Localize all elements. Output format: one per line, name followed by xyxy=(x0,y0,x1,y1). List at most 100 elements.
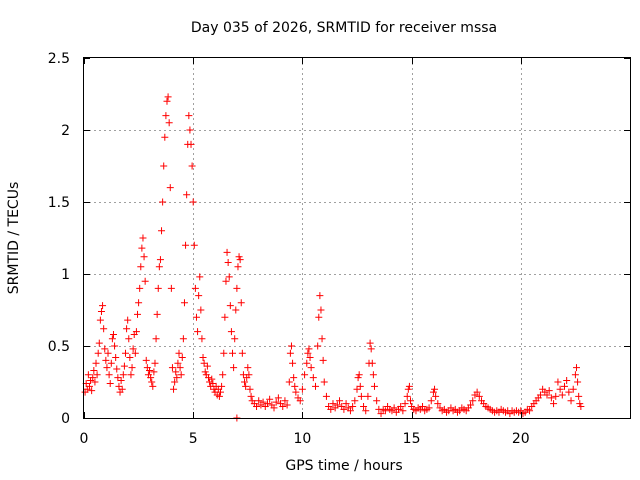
data-point xyxy=(170,385,178,393)
data-point xyxy=(127,371,135,379)
data-point xyxy=(164,93,172,101)
data-point xyxy=(120,362,128,370)
data-point xyxy=(111,342,119,350)
data-point xyxy=(129,345,137,353)
data-point xyxy=(238,349,246,357)
data-point xyxy=(178,354,186,362)
data-point xyxy=(246,385,254,393)
data-point xyxy=(575,392,583,400)
data-point xyxy=(93,371,101,379)
data-point xyxy=(128,364,136,372)
data-point xyxy=(175,349,183,357)
data-point xyxy=(381,407,389,415)
data-point xyxy=(85,382,93,390)
data-point xyxy=(342,400,350,408)
data-point xyxy=(576,400,584,408)
data-point xyxy=(134,310,142,318)
data-point xyxy=(287,342,295,350)
data-point xyxy=(432,392,440,400)
data-point xyxy=(289,359,297,367)
data-point xyxy=(165,119,173,127)
data-point xyxy=(283,401,291,409)
data-point xyxy=(397,402,405,410)
data-point xyxy=(314,342,322,350)
data-point xyxy=(149,382,157,390)
data-point xyxy=(565,388,573,396)
data-point xyxy=(148,378,156,386)
data-point xyxy=(235,253,243,261)
data-point xyxy=(106,379,114,387)
data-point xyxy=(429,388,437,396)
data-point xyxy=(179,335,187,343)
data-point xyxy=(107,359,115,367)
data-point xyxy=(279,402,287,410)
data-point xyxy=(569,385,577,393)
data-point xyxy=(203,362,211,370)
data-point xyxy=(115,382,123,390)
data-point xyxy=(427,397,435,405)
data-point xyxy=(547,394,555,402)
data-point xyxy=(281,397,289,405)
data-point xyxy=(351,397,359,405)
data-point xyxy=(166,184,174,192)
data-point xyxy=(296,397,304,405)
data-point xyxy=(156,256,164,264)
data-point xyxy=(155,263,163,271)
data-point xyxy=(298,385,306,393)
data-point xyxy=(123,325,131,333)
data-point xyxy=(336,397,344,405)
data-point xyxy=(182,241,190,249)
data-point xyxy=(301,371,309,379)
data-point xyxy=(340,405,348,413)
data-point xyxy=(101,345,109,353)
data-point xyxy=(104,349,112,357)
data-point xyxy=(333,401,341,409)
data-point xyxy=(373,397,381,405)
data-point xyxy=(377,410,385,418)
data-point xyxy=(404,385,412,393)
data-point xyxy=(99,302,107,310)
data-point xyxy=(244,364,252,372)
data-point xyxy=(272,398,280,406)
data-point xyxy=(198,335,206,343)
data-point xyxy=(105,371,113,379)
data-point xyxy=(197,306,205,314)
data-point xyxy=(142,356,150,364)
data-point xyxy=(390,404,398,412)
data-point xyxy=(171,378,179,386)
data-point xyxy=(357,392,365,400)
data-point xyxy=(285,378,293,386)
data-point xyxy=(217,388,224,396)
data-point xyxy=(253,402,261,410)
data-point xyxy=(434,400,442,408)
data-point xyxy=(349,402,357,410)
data-point xyxy=(209,379,217,387)
data-point xyxy=(543,391,551,399)
data-point xyxy=(153,310,161,318)
data-point xyxy=(545,387,553,395)
data-point xyxy=(225,273,233,281)
data-point xyxy=(226,302,234,310)
data-point xyxy=(219,371,227,379)
data-point xyxy=(172,368,180,376)
data-point xyxy=(536,391,544,399)
data-point xyxy=(552,392,560,400)
data-point xyxy=(196,273,204,281)
data-point xyxy=(255,397,263,405)
data-point xyxy=(109,330,117,338)
data-point xyxy=(319,356,327,364)
data-point xyxy=(141,277,149,285)
data-point xyxy=(91,378,99,386)
data-point xyxy=(236,256,244,264)
y-axis-label: SRMTID / TECUs xyxy=(6,182,22,295)
data-point xyxy=(200,359,208,367)
data-point xyxy=(84,371,92,379)
data-point xyxy=(360,402,368,410)
data-point xyxy=(558,391,566,399)
data-point xyxy=(227,328,235,336)
data-point xyxy=(220,349,228,357)
data-point xyxy=(364,392,372,400)
data-point xyxy=(146,366,154,374)
data-point xyxy=(259,398,267,406)
data-point xyxy=(318,335,326,343)
